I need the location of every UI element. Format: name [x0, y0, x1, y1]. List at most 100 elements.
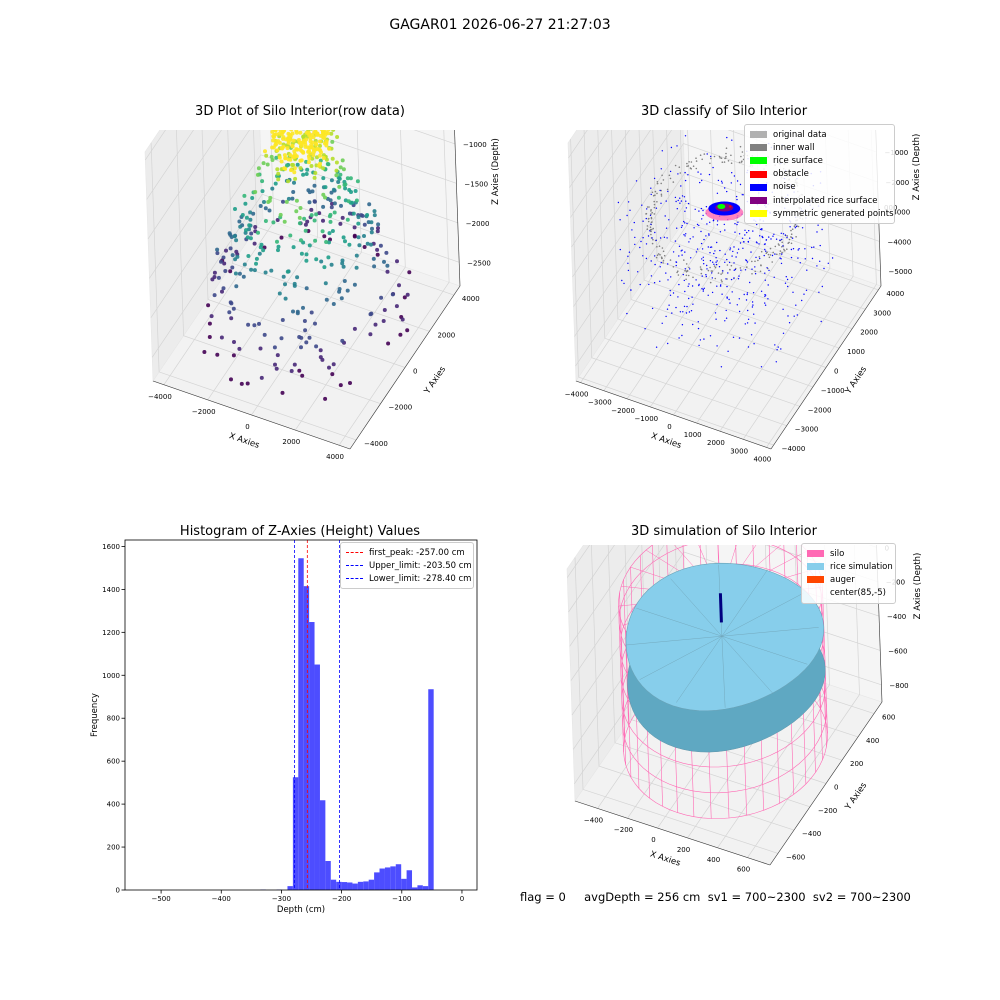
raw-data-point: [281, 136, 285, 141]
raw-data-point: [382, 308, 387, 312]
raw-data-point: [224, 248, 228, 253]
noise-point: [645, 243, 648, 245]
raw-data-point: [340, 338, 345, 343]
raw-data-point: [234, 249, 239, 254]
noise-point: [703, 238, 705, 241]
raw-data-point: [207, 321, 212, 326]
raw-data-point: [365, 241, 370, 246]
noise-point: [701, 275, 703, 277]
raw-data-point: [335, 135, 340, 139]
raw-data-point: [352, 225, 357, 230]
legend-swatch: [750, 183, 767, 191]
raw-data-point: [231, 306, 236, 311]
noise-point: [690, 310, 693, 312]
legend-swatch: [750, 210, 767, 218]
noise-point: [713, 252, 715, 255]
noise-point: [684, 171, 686, 174]
inner-wall-point: [739, 267, 742, 269]
hist-ytick-label: 1400: [102, 586, 120, 594]
rice-surface-mesh: [721, 636, 774, 694]
noise-point: [798, 248, 800, 250]
noise-point: [782, 332, 785, 334]
p2-xtick-label: 1000: [684, 431, 702, 439]
noise-point: [745, 299, 748, 301]
raw-data-point: [286, 179, 291, 184]
noise-point: [700, 207, 703, 210]
p1-xtick-label: −4000: [148, 393, 172, 401]
raw-data-point: [291, 309, 295, 314]
inner-wall-point: [739, 145, 742, 148]
noise-point: [707, 246, 709, 248]
rice-surface-mesh: [721, 592, 805, 637]
noise-point: [659, 280, 661, 282]
noise-point: [683, 279, 685, 282]
raw-data-point: [251, 211, 256, 216]
noise-point: [724, 320, 726, 322]
noise-point: [765, 239, 768, 241]
raw-data-point: [385, 263, 390, 268]
raw-data-point: [254, 261, 258, 266]
p2-zlabel: Z Axies (Depth): [912, 134, 920, 201]
inner-wall-point: [759, 270, 762, 273]
p1-y-axis-line: [349, 285, 461, 450]
raw-data-point: [329, 190, 334, 195]
raw-data-point: [287, 132, 292, 137]
raw-data-point: [255, 172, 260, 177]
hist-xlabel: Depth (cm): [277, 905, 325, 915]
inner-wall-point: [784, 250, 786, 252]
raw-data-point: [381, 319, 386, 323]
noise-point: [716, 241, 718, 244]
raw-data-point: [318, 355, 323, 360]
noise-point: [665, 227, 668, 229]
p4-y-axis-line: [769, 701, 883, 866]
inner-wall-point: [701, 158, 703, 161]
legend-item: symmetric generated points: [750, 207, 894, 220]
noise-point: [759, 235, 761, 237]
raw-data-point: [286, 140, 291, 145]
noise-point: [738, 298, 740, 300]
inner-wall-point: [690, 161, 693, 163]
inner-wall-point: [781, 246, 783, 248]
noise-point: [639, 283, 641, 286]
p2-zgrid: [575, 202, 881, 367]
raw-data-point: [215, 352, 220, 357]
raw-data-point: [345, 288, 350, 293]
histogram-bar: [325, 861, 331, 890]
inner-wall-point: [783, 248, 785, 251]
p4-ytick-label: −600: [786, 853, 805, 861]
raw-data-point: [249, 267, 254, 272]
noise-point: [727, 350, 729, 352]
noise-point: [801, 227, 804, 229]
noise-point: [744, 269, 747, 271]
noise-point: [676, 145, 678, 147]
inner-wall-point: [653, 213, 656, 215]
hist-ytick-label: 1600: [102, 543, 120, 551]
inner-wall-point: [687, 165, 690, 167]
legend-label: rice surface: [773, 155, 823, 166]
inner-wall-point: [695, 167, 698, 170]
noise-point: [804, 258, 806, 260]
noise-point: [785, 276, 787, 278]
raw-data-point: [343, 239, 347, 244]
inner-wall-point: [790, 229, 792, 232]
inner-wall-point: [713, 265, 716, 267]
legend-label: Lower_limit: -278.40 cm: [369, 573, 472, 584]
raw-data-point: [263, 219, 268, 223]
noise-point: [728, 298, 730, 301]
raw-data-point: [317, 211, 322, 216]
inner-wall-point: [661, 174, 663, 177]
inner-wall-point: [672, 266, 675, 268]
inner-wall-point: [646, 225, 649, 227]
noise-point: [666, 308, 669, 310]
noise-point: [674, 196, 677, 199]
noise-point: [705, 274, 707, 276]
noise-point: [619, 219, 621, 221]
noise-point: [650, 275, 653, 277]
hist-xtick-label: −400: [212, 895, 231, 903]
noise-point: [747, 318, 750, 320]
noise-point: [763, 254, 765, 257]
noise-point: [689, 238, 691, 240]
noise-point: [648, 283, 650, 286]
p4-zgrid: [569, 545, 877, 647]
noise-point: [665, 315, 667, 318]
